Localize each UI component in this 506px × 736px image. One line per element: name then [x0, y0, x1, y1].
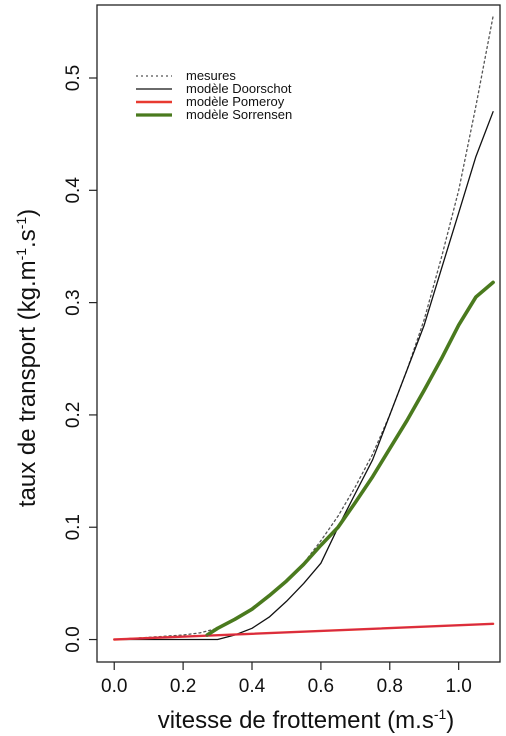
- legend-label: modèle Pomeroy: [186, 94, 285, 109]
- legend-label: modèle Doorschot: [186, 81, 292, 96]
- y-axis-title: taux de transport (kg.m-1.s-1): [13, 209, 41, 507]
- series-line-3: [205, 280, 495, 637]
- x-tick-label: 0.4: [239, 676, 266, 697]
- y-axis-title-exponent-1: -1: [13, 248, 29, 261]
- series-line-2-overlay: [114, 623, 494, 641]
- y-tick-label: 0.2: [63, 402, 84, 428]
- x-axis: 0.0 0.2 0.4 0.6 0.8 1.0: [101, 662, 472, 697]
- series-line-1: [113, 111, 494, 641]
- x-axis-title: vitesse de frottement (m.s-1): [158, 706, 455, 734]
- y-axis: 0.0 0.1 0.2 0.3 0.4 0.5: [63, 65, 97, 653]
- x-tick-label: 1.0: [445, 676, 471, 697]
- x-axis-title-exponent: -1: [434, 706, 447, 722]
- series-line-0: [113, 15, 494, 641]
- x-tick-label: 0.2: [170, 676, 196, 697]
- y-tick-label: 0.1: [63, 514, 84, 540]
- y-tick-label: 0.3: [63, 289, 84, 315]
- x-tick-label: 0.8: [377, 676, 403, 697]
- x-tick-label: 0.6: [308, 676, 334, 697]
- series-layer: [112, 15, 495, 641]
- y-tick-label: 0.0: [63, 626, 84, 652]
- plot-frame: [96, 4, 501, 663]
- legend-label: modèle Sorrensen: [186, 107, 292, 122]
- legend-label: mesures: [186, 68, 236, 83]
- y-tick-label: 0.4: [63, 177, 84, 204]
- y-tick-label: 0.5: [63, 65, 84, 91]
- x-tick-label: 0.0: [101, 676, 127, 697]
- y-axis-title-exponent-2: -1: [13, 217, 29, 230]
